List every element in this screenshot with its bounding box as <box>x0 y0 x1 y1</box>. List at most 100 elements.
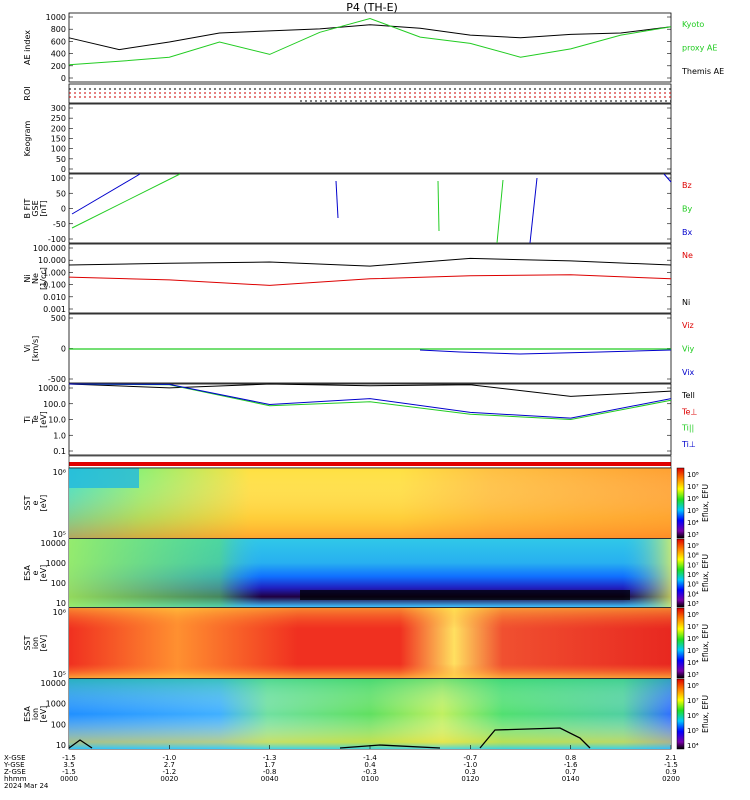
sst_i-ylabel: [eV] <box>39 635 48 652</box>
footer-t-value: 0100 <box>361 775 379 783</box>
ti-ylabel: Ti <box>23 416 32 424</box>
ni-ylabel: [1/cc] <box>39 267 48 290</box>
footer-y-value: 3.5 <box>63 761 74 769</box>
ti-ylabel: [eV] <box>39 411 48 428</box>
footer-y-value: -1.6 <box>564 761 578 769</box>
bfgm-tick-label: 100 <box>51 174 66 183</box>
bfgm-legend-entry: By <box>682 205 692 214</box>
keo-tick-label: 300 <box>51 104 66 113</box>
footer-z-value: 0.3 <box>465 768 476 776</box>
ti-ylabel: Te <box>31 415 40 425</box>
vi-tick-label: -500 <box>48 375 66 384</box>
esa_i-colorbar-tick: 10⁶ <box>687 712 699 720</box>
ae-tick-label: 0 <box>61 74 66 83</box>
esa_e-colorbar-tick: 10⁵ <box>687 581 699 589</box>
footer-z-value: -1.5 <box>62 768 76 776</box>
footer-z-value: -0.3 <box>363 768 377 776</box>
footer-x-value: -1.0 <box>162 754 176 762</box>
esa-electron-spectrogram <box>69 539 671 607</box>
bfgm-ylabel: GSE <box>31 200 40 216</box>
ti-legend-entry: Ti|| <box>681 424 694 433</box>
series-line-themis-ae <box>68 24 672 51</box>
esa_i-colorbar-tick: 10⁵ <box>687 727 699 735</box>
b-field-trace <box>496 179 504 244</box>
bfgm-tick-label: -100 <box>48 235 66 244</box>
esa_e-tick-label: 10000 <box>41 539 66 548</box>
esa_e-ylabel: ESA <box>23 565 32 581</box>
esa_e-tick-label: 100 <box>51 579 66 588</box>
ae-tick-label: 200 <box>51 62 66 71</box>
footer-x-value: -1.5 <box>62 754 76 762</box>
sst_e-ylabel: [eV] <box>39 495 48 512</box>
ni-tick-label: 0.100 <box>43 281 66 290</box>
ae-tick-label: 800 <box>51 25 66 34</box>
keo-frame <box>68 103 672 174</box>
roi-ylabel: ROI <box>23 86 32 100</box>
sst_e-colorbar-tick: 10⁴ <box>687 519 699 527</box>
roi-flags <box>69 88 671 102</box>
sst-ion-spectrogram <box>69 608 671 678</box>
ae-ylabel: AE index <box>23 30 32 65</box>
sst_i-colorbar-label: Eflux, EFU <box>701 624 710 662</box>
b-field-trace <box>663 173 672 183</box>
vi-ylabel: [km/s] <box>31 336 40 362</box>
b-field-trace <box>529 177 538 244</box>
esa_i-colorbar-tick: 10⁴ <box>687 742 699 750</box>
sst_e-colorbar-tick: 10⁵ <box>687 507 699 515</box>
ae-tick-label: 1000 <box>46 13 66 22</box>
ni-tick-label: 100.000 <box>33 244 66 253</box>
esa_i-ylabel: ion <box>31 708 40 720</box>
sst_i-tick-label: 10⁵ <box>53 670 66 679</box>
esa_e-ylabel: [eV] <box>39 565 48 582</box>
esa_i-colorbar <box>676 678 685 750</box>
esa_i-colorbar-tick: 10⁷ <box>687 697 699 705</box>
series-line-kyoto-proxy-ae <box>68 17 672 66</box>
sst_e-ylabel: SST <box>23 495 32 510</box>
bfgm-tick-label: 50 <box>56 189 66 198</box>
ni-ylabel: Ni <box>23 274 32 282</box>
esa_i-tick-label: 10000 <box>41 679 66 688</box>
footer-z-value: -0.8 <box>263 768 277 776</box>
esa_e-colorbar-tick: 10⁴ <box>687 590 699 598</box>
ae-legend-entry: Kyoto <box>682 20 704 29</box>
sst_e-tick-label: 10⁵ <box>53 530 66 539</box>
footer-row-label: X-GSE <box>4 754 26 762</box>
keo-tick-label: 150 <box>51 135 66 144</box>
ti-legend-entry: Tell <box>681 391 695 400</box>
bfgm-tick-label: 0 <box>61 205 66 214</box>
plot-title: P4 (TH-E) <box>346 1 398 14</box>
vi-ylabel: Vi <box>23 345 32 353</box>
footer-x-value: 2.1 <box>665 754 676 762</box>
esa_i-tick-label: 10 <box>56 741 66 750</box>
footer-t-value: 0140 <box>562 775 580 783</box>
footer-x-value: 0.8 <box>565 754 576 762</box>
keo-tick-label: 200 <box>51 124 66 133</box>
footer-row-label: 2024 Mar 24 <box>4 782 49 790</box>
footer-y-value: -1.0 <box>463 761 477 769</box>
bfgm-legend-entry: Bx <box>682 228 692 237</box>
ae-frame <box>68 12 672 83</box>
vi-legend-entry: Vix <box>682 368 695 377</box>
keo-ylabel: Keogram <box>23 120 32 156</box>
esa_e-colorbar <box>676 538 685 608</box>
esa_e-colorbar-tick: 10⁹ <box>687 542 699 550</box>
ni-legend-entry: Ne <box>682 251 693 260</box>
footer-z-value: -1.2 <box>162 768 176 776</box>
sst_e-tick-label: 10⁶ <box>53 468 66 477</box>
footer-t-value: 0120 <box>461 775 479 783</box>
esa_i-colorbar-tick: 10⁸ <box>687 682 699 690</box>
esa_i-ylabel: [eV] <box>39 706 48 723</box>
esa_e-tick-label: 10 <box>56 599 66 608</box>
esa_e-ylabel: e <box>31 570 40 575</box>
sst_i-tick-label: 10⁶ <box>53 608 66 617</box>
b-field-trace <box>437 180 440 232</box>
sst_e-colorbar-tick: 10³ <box>687 531 699 539</box>
footer-t-value: 0020 <box>160 775 178 783</box>
series-line-ti- <box>68 383 672 421</box>
